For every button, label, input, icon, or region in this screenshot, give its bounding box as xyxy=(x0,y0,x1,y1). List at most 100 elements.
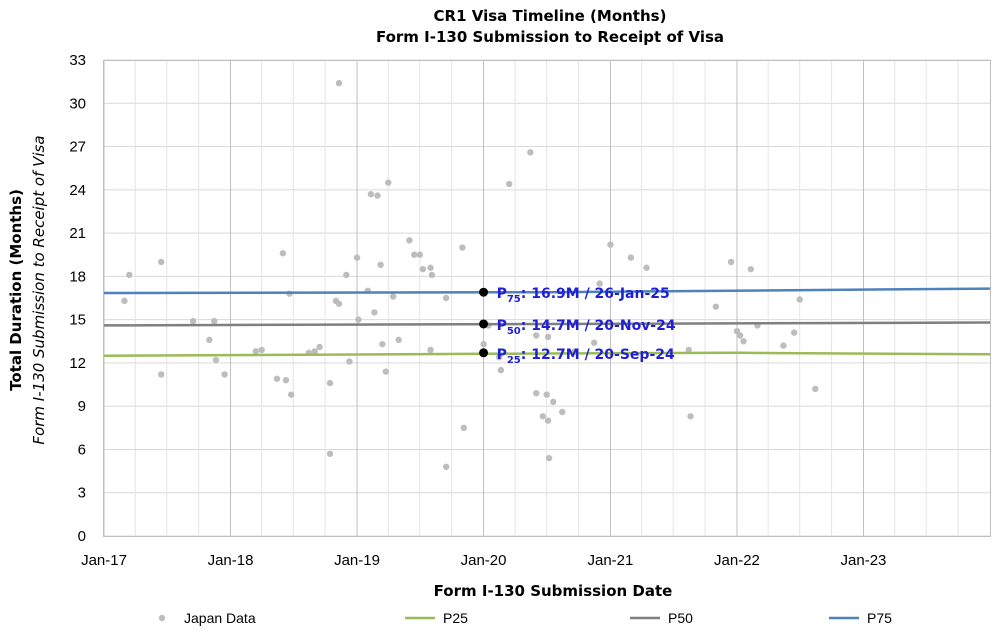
data-point xyxy=(736,332,744,339)
data-point xyxy=(279,250,287,257)
data-point xyxy=(355,316,362,323)
x-axis-ticks: Jan-17 Jan-18 Jan-19 Jan-20 Jan-21 Jan-22 Jan-… xyxy=(81,552,886,569)
scatter-points xyxy=(121,79,819,470)
marker-p75 xyxy=(479,287,489,297)
data-point xyxy=(326,379,334,387)
data-point xyxy=(533,332,540,339)
data-point xyxy=(258,346,265,354)
data-point xyxy=(287,391,295,398)
data-point xyxy=(559,408,566,416)
data-point xyxy=(343,271,350,279)
data-point xyxy=(121,297,128,305)
annotation-p25: P25: 12.7M / 20-Sep-24 xyxy=(497,347,675,366)
data-point xyxy=(543,391,550,398)
data-point xyxy=(427,264,434,271)
data-point xyxy=(780,342,787,349)
data-point xyxy=(495,353,503,361)
data-point xyxy=(545,454,553,462)
y-tick-label: 3 xyxy=(78,485,86,502)
data-point xyxy=(379,340,386,348)
data-point xyxy=(550,398,557,406)
x-tick-label: Jan-18 xyxy=(208,552,254,569)
data-point xyxy=(442,294,450,302)
data-point xyxy=(428,271,436,279)
x-axis-title: Form I-130 Submission Date xyxy=(434,582,673,600)
data-point xyxy=(812,385,819,393)
x-tick-label: Jan-17 xyxy=(81,552,127,569)
y-axis-title: Total Duration (Months) xyxy=(7,189,25,391)
line-p50 xyxy=(103,321,991,327)
data-point xyxy=(411,251,418,258)
data-point xyxy=(460,424,468,432)
y-tick-label: 12 xyxy=(69,355,86,372)
data-point xyxy=(252,348,260,355)
data-point xyxy=(211,317,218,325)
data-point xyxy=(126,271,133,279)
y-axis-subtitle: Form I-130 Submission to Receipt of Visa xyxy=(30,135,48,444)
data-point xyxy=(544,333,552,341)
x-tick-label: Jan-21 xyxy=(587,552,633,569)
data-point xyxy=(335,79,343,87)
percentile-lines xyxy=(103,287,991,357)
data-point xyxy=(533,390,540,397)
data-point xyxy=(590,339,598,346)
data-point xyxy=(747,265,755,273)
data-point xyxy=(316,343,323,351)
chart-title: CR1 Visa Timeline (Months) xyxy=(434,7,667,25)
data-point xyxy=(419,265,427,273)
data-point xyxy=(627,254,635,261)
line-p25 xyxy=(103,351,991,357)
legend-label: P75 xyxy=(867,610,892,626)
marker-p25 xyxy=(479,348,489,358)
legend: Japan Data P25 P50 P75 xyxy=(158,610,892,626)
data-point xyxy=(687,413,694,420)
data-point xyxy=(353,254,361,261)
data-point xyxy=(189,317,197,325)
data-point xyxy=(539,413,547,420)
annotations: P75: 16.9M / 26-Jan-25 P50: 14.7M / 20-No… xyxy=(479,286,676,366)
y-tick-label: 27 xyxy=(69,139,86,156)
data-point xyxy=(480,340,487,348)
x-tick-label: Jan-19 xyxy=(334,552,380,569)
line-p75 xyxy=(103,287,991,295)
data-point xyxy=(416,251,423,258)
y-tick-label: 30 xyxy=(69,95,86,112)
legend-label: P25 xyxy=(443,610,468,626)
data-point xyxy=(527,149,534,156)
x-tick-label: Jan-22 xyxy=(714,552,760,569)
data-point xyxy=(212,356,220,364)
data-point xyxy=(273,375,281,382)
y-tick-label: 24 xyxy=(69,182,86,199)
data-point xyxy=(607,241,614,248)
y-tick-label: 6 xyxy=(78,441,86,458)
data-point xyxy=(506,180,513,188)
data-point xyxy=(459,244,466,251)
data-point xyxy=(596,280,603,287)
x-tick-label: Jan-20 xyxy=(461,552,507,569)
data-point xyxy=(796,296,803,303)
y-tick-label: 15 xyxy=(69,312,86,329)
data-point xyxy=(385,179,392,186)
data-point xyxy=(389,293,397,300)
y-tick-label: 33 xyxy=(69,52,86,69)
data-point xyxy=(157,258,165,266)
data-point xyxy=(374,192,381,199)
data-point xyxy=(367,190,375,198)
annotation-p75: P75: 16.9M / 26-Jan-25 xyxy=(497,286,670,305)
data-point xyxy=(326,450,334,457)
y-tick-label: 18 xyxy=(69,268,86,285)
data-point xyxy=(311,348,318,355)
y-tick-label: 21 xyxy=(69,225,86,242)
data-point xyxy=(335,300,343,307)
annotation-p50: P50: 14.7M / 20-Nov-24 xyxy=(497,318,676,337)
chart-subtitle: Form I-130 Submission to Receipt of Visa xyxy=(376,28,724,46)
data-point xyxy=(157,371,165,378)
data-point xyxy=(643,264,650,271)
data-point xyxy=(377,261,384,269)
data-point xyxy=(497,366,505,374)
data-point xyxy=(346,358,353,365)
data-point xyxy=(790,329,798,336)
data-point xyxy=(371,309,378,316)
y-tick-label: 0 xyxy=(78,528,86,545)
